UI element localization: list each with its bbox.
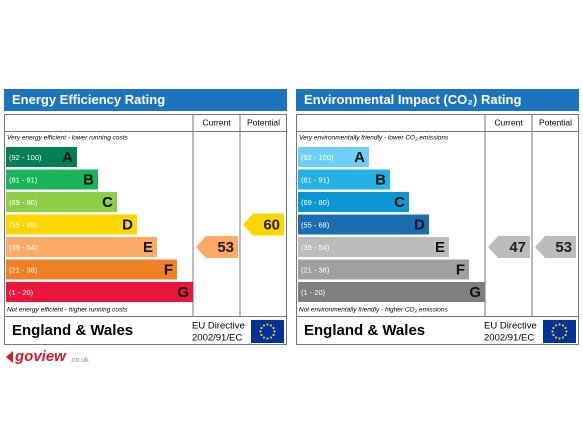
- directive-line1: EU Directive: [484, 321, 537, 332]
- potential-value: 60: [263, 216, 280, 233]
- band-range: (81 - 91): [9, 175, 38, 184]
- panel-title: Energy Efficiency Rating: [12, 92, 165, 107]
- eu-star: [552, 333, 555, 337]
- header-current: Current: [202, 117, 231, 127]
- band-letter: E: [143, 239, 153, 256]
- potential-value: 53: [555, 239, 572, 256]
- eu-star: [269, 336, 273, 339]
- band-range: (39 - 54): [301, 243, 330, 252]
- logo-suffix: .co.uk: [70, 357, 89, 364]
- band-letter: A: [62, 149, 73, 166]
- band: [298, 259, 469, 280]
- current-value: 47: [509, 239, 526, 256]
- top-note: Very environmentally friendly - lower CO…: [299, 135, 449, 142]
- band-letter: C: [102, 194, 113, 211]
- band-letter: B: [375, 171, 386, 188]
- eu-star: [561, 324, 565, 327]
- header-current: Current: [494, 117, 523, 127]
- band-range: (81 - 91): [301, 175, 330, 184]
- band-range: (1 - 20): [301, 288, 326, 297]
- band-range: (69 - 80): [301, 198, 330, 207]
- title-bar: [4, 89, 287, 111]
- current-arrow: [196, 236, 238, 258]
- panel-title: Environmental Impact (CO₂) Rating: [304, 92, 521, 107]
- band: [298, 192, 409, 212]
- eu-star: [552, 326, 555, 330]
- eu-star: [266, 323, 269, 326]
- eu-star: [260, 326, 263, 330]
- eu-star: [266, 337, 269, 340]
- band-range: (55 - 68): [301, 220, 330, 229]
- band-letter: D: [414, 216, 425, 233]
- band: [6, 192, 117, 212]
- directive-line2: 2002/91/EC: [192, 333, 242, 344]
- band-letter: C: [394, 194, 405, 211]
- region: England & Wales: [304, 322, 425, 339]
- eu-star: [551, 330, 554, 333]
- band-range: (92 - 100): [301, 153, 334, 162]
- band: [6, 259, 177, 280]
- band-letter: B: [83, 171, 94, 188]
- eu-flag: [543, 320, 576, 343]
- potential-arrow: [535, 236, 576, 258]
- band-letter: G: [177, 284, 189, 301]
- band: [298, 147, 369, 167]
- band: [6, 237, 157, 257]
- band: [298, 282, 485, 302]
- eu-star: [272, 333, 275, 337]
- band: [6, 169, 98, 190]
- eu-star: [558, 337, 561, 340]
- eu-star: [260, 333, 263, 337]
- eu-star: [564, 333, 567, 337]
- bottom-note: Not environmentally friendly - higher CO…: [299, 307, 449, 314]
- eu-star: [262, 336, 266, 339]
- eu-star: [554, 336, 558, 339]
- potential-arrow: [243, 213, 284, 236]
- eu-star: [554, 324, 558, 327]
- eu-flag: [251, 320, 284, 343]
- band-letter: G: [469, 284, 481, 301]
- current-value: 53: [217, 239, 234, 256]
- band-range: (39 - 54): [9, 243, 38, 252]
- top-note: Very energy efficient - lower running co…: [7, 135, 129, 142]
- logo-name: goview: [14, 348, 67, 365]
- band-range: (21 - 38): [301, 265, 330, 274]
- header-potential: Potential: [247, 117, 280, 127]
- band: [6, 147, 77, 167]
- band: [6, 282, 193, 302]
- band-letter: D: [122, 216, 133, 233]
- band: [6, 214, 137, 235]
- band-range: (92 - 100): [9, 153, 42, 162]
- eu-star: [262, 324, 266, 327]
- band: [298, 169, 390, 190]
- current-arrow: [488, 236, 530, 258]
- eu-star: [272, 326, 275, 330]
- band: [298, 237, 449, 257]
- band-letter: A: [354, 149, 365, 166]
- band-letter: F: [164, 261, 173, 278]
- band-range: (21 - 38): [9, 265, 38, 274]
- eu-star: [259, 330, 262, 333]
- eu-star: [564, 326, 567, 330]
- directive-line1: EU Directive: [192, 321, 245, 332]
- eu-star: [561, 336, 565, 339]
- band-range: (1 - 20): [9, 288, 34, 297]
- eu-star: [558, 323, 561, 326]
- band-letter: F: [456, 261, 465, 278]
- region: England & Wales: [12, 322, 133, 339]
- eu-star: [565, 330, 568, 333]
- band-range: (69 - 80): [9, 198, 38, 207]
- directive-line2: 2002/91/EC: [484, 333, 534, 344]
- logo: goview .co.uk: [6, 348, 89, 365]
- bottom-note: Not energy efficient - higher running co…: [7, 307, 128, 314]
- eu-star: [273, 330, 276, 333]
- band-letter: E: [435, 239, 445, 256]
- eu-star: [269, 324, 273, 327]
- header-potential: Potential: [539, 117, 572, 127]
- logo-icon: [6, 351, 13, 363]
- band: [298, 214, 429, 235]
- band-range: (55 - 68): [9, 220, 38, 229]
- title-bar: [296, 89, 579, 111]
